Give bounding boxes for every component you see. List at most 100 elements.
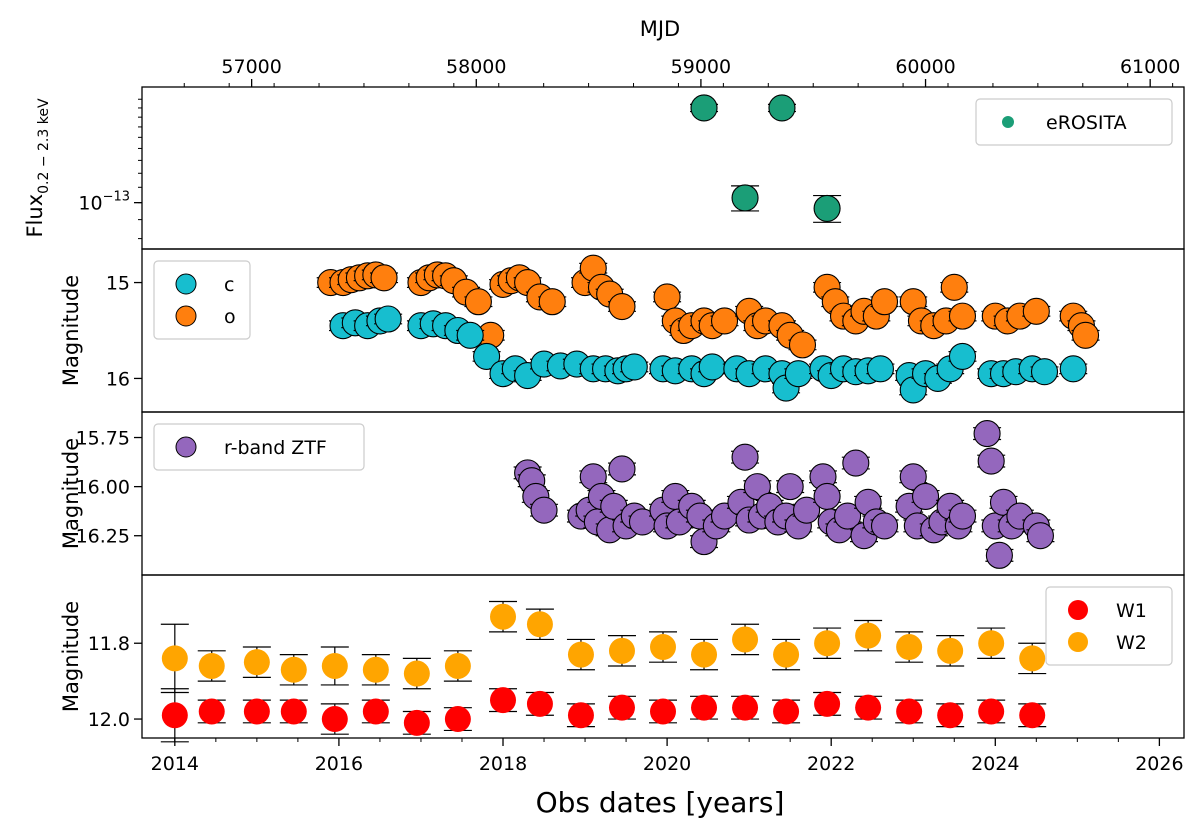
x-tick-label: 2022 (807, 753, 855, 775)
y-tick-label: 11.8 (88, 633, 130, 655)
legend: eROSITA (975, 98, 1173, 146)
y-tick-exponent: −13 (103, 190, 130, 205)
data-point (691, 641, 718, 668)
data-point (1026, 522, 1054, 550)
data-point (321, 652, 348, 679)
series-r-band-ztf (513, 420, 1055, 569)
x-tick-label: 2014 (151, 753, 199, 775)
data-point (490, 603, 517, 630)
y-axis-label-base: Flux (23, 194, 47, 238)
data-point (870, 288, 899, 316)
y-axis-label: Magnitude (59, 275, 83, 386)
data-point (948, 302, 977, 330)
y-tick-label: 10−13 (78, 190, 130, 215)
series-c (329, 305, 1088, 404)
legend-label: W1 (1116, 600, 1147, 622)
x-tick-label: 2016 (315, 753, 363, 775)
data-point (937, 702, 964, 729)
data-point (732, 626, 759, 653)
top-tick-label: 58000 (446, 56, 506, 78)
legend-marker (175, 305, 197, 327)
panel-frame (141, 574, 1185, 739)
data-point (768, 94, 796, 122)
y-axis-label: Flux0.2 − 2.3 keV (23, 98, 52, 237)
data-point (1019, 702, 1046, 729)
data-point (948, 502, 977, 530)
data-point (855, 694, 882, 721)
x-tick-label: 2026 (1135, 753, 1183, 775)
y-tick-label: 16 (106, 368, 130, 390)
legend-label: o (224, 306, 236, 328)
top-tick-label: 60000 (895, 56, 955, 78)
data-point (243, 649, 270, 676)
data-point (650, 634, 676, 661)
data-point (280, 698, 307, 725)
legend-label: eROSITA (1046, 112, 1127, 134)
data-point (567, 702, 594, 729)
x-tick-label: 2024 (971, 753, 1019, 775)
data-point (948, 342, 977, 370)
data-point (620, 353, 648, 381)
data-point (280, 656, 307, 683)
data-point (464, 288, 492, 316)
y-tick-label: 12.0 (88, 709, 130, 731)
y-tick-label: 16.00 (76, 477, 130, 499)
data-point (814, 630, 841, 657)
panel-erosita: 10−13 Flux0.2 − 2.3 keV eROSITA (23, 86, 1185, 250)
data-point (608, 455, 636, 483)
data-point (1071, 321, 1100, 349)
data-point (374, 305, 402, 333)
data-point (538, 288, 566, 316)
legend-marker (1068, 632, 1088, 652)
data-point (978, 630, 1005, 657)
legend: co (153, 260, 251, 340)
data-point (784, 360, 812, 388)
x-axis: 2014 2016 2018 2020 2022 2024 2026 (151, 738, 1184, 775)
legend-label: r-band ZTF (224, 437, 327, 459)
y-axis-label: Magnitude (59, 601, 83, 712)
data-point (321, 706, 348, 733)
data-point (198, 698, 225, 725)
x-tick-label: 2020 (643, 753, 691, 775)
data-point (608, 694, 635, 721)
top-tick-label: 59000 (671, 56, 731, 78)
data-point (444, 706, 471, 733)
data-point (161, 702, 188, 729)
legend-marker (1068, 600, 1088, 620)
data-point (937, 637, 964, 664)
data-point (567, 641, 594, 668)
y-tick-label: 15.75 (76, 428, 130, 450)
legend-marker (175, 273, 197, 295)
data-point (608, 292, 636, 321)
data-point (691, 694, 718, 721)
data-point (896, 698, 923, 725)
legend-marker (1002, 116, 1014, 128)
legend-frame (1045, 586, 1173, 666)
data-point (788, 331, 817, 359)
data-point (866, 355, 894, 383)
panel-atlas: 15 16 Magnitude co (59, 248, 1185, 413)
data-point (813, 194, 841, 222)
data-point (899, 463, 927, 491)
data-point (456, 321, 484, 349)
data-point (855, 622, 882, 649)
data-point (198, 652, 225, 679)
data-point (161, 645, 188, 672)
series-w1 (160, 687, 1047, 743)
data-point (526, 690, 553, 717)
y-axis-label: Magnitude (59, 438, 83, 549)
data-point (793, 496, 821, 524)
data-point (608, 637, 635, 664)
y-tick-base: 10 (78, 193, 102, 215)
data-point (743, 473, 771, 501)
top-tick-label: 61000 (1120, 56, 1180, 78)
data-point (243, 698, 270, 725)
data-point (403, 660, 430, 687)
series-o (316, 254, 1100, 359)
data-point (814, 690, 841, 717)
data-point (870, 512, 899, 540)
legend-label: c (224, 274, 234, 296)
